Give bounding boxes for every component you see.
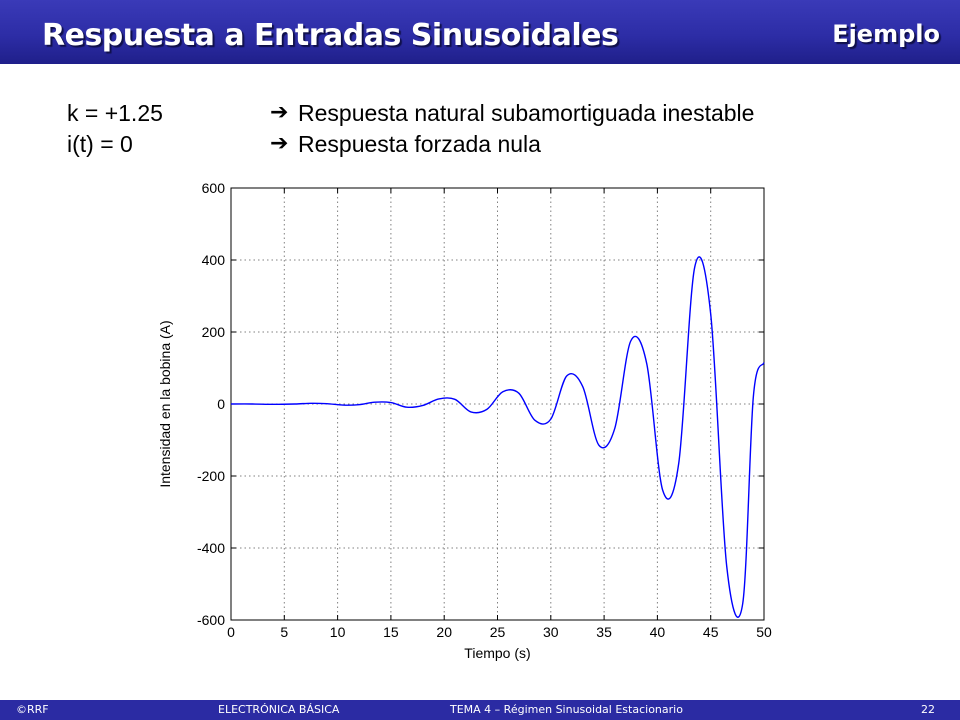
footer-page-number: 22	[921, 703, 935, 716]
x-tick-label: 35	[596, 624, 612, 640]
y-tick-label: 400	[202, 252, 226, 268]
slide-footer: ©RRF ELECTRÓNICA BÁSICA TEMA 4 – Régimen…	[0, 700, 960, 720]
x-tick-label: 0	[227, 624, 235, 640]
series-line	[230, 256, 765, 618]
slide-header: Respuesta a Entradas Sinusoidales Ejempl…	[0, 0, 960, 64]
x-tick-label: 5	[280, 624, 288, 640]
y-axis-label: Intensidad en la bobina (A)	[157, 320, 173, 487]
x-tick-label: 10	[330, 624, 346, 640]
y-tick-label: 0	[217, 396, 225, 412]
slide-title: Respuesta a Entradas Sinusoidales	[42, 18, 619, 53]
y-tick-label: 200	[202, 324, 226, 340]
x-tick-label: 45	[703, 624, 719, 640]
arrow-right-icon: ➔	[270, 131, 289, 156]
y-tick-label: 600	[202, 180, 226, 196]
y-tick-label: -400	[197, 540, 225, 556]
x-tick-label: 30	[543, 624, 559, 640]
i-value-text: i(t) = 0	[67, 131, 133, 157]
response-chart: 0 5 10 15 20 25 30 35 40 45 50 600 400 200 0 -200 -400 -6…	[157, 180, 772, 661]
k-value-text: k = +1.25	[67, 100, 163, 126]
natural-response-text: Respuesta natural subamortiguada inestab…	[298, 100, 755, 126]
footer-topic: TEMA 4 – Régimen Sinusoidal Estacionario	[450, 703, 683, 716]
y-tick-label: -600	[197, 612, 225, 628]
footer-copyright: ©RRF	[16, 703, 49, 716]
slide-tag: Ejemplo	[832, 20, 940, 48]
forced-response-text: Respuesta forzada nula	[298, 131, 541, 157]
x-tick-label: 40	[650, 624, 666, 640]
x-tick-label: 20	[436, 624, 452, 640]
footer-course: ELECTRÓNICA BÁSICA	[218, 703, 340, 716]
arrow-right-icon: ➔	[270, 100, 289, 125]
x-tick-label: 15	[383, 624, 399, 640]
chart-ticks: 0 5 10 15 20 25 30 35 40 45 50 600 400 200 0 -200 -400 -6…	[197, 180, 772, 640]
y-tick-label: -200	[197, 468, 225, 484]
x-tick-label: 50	[756, 624, 772, 640]
x-axis-label: Tiempo (s)	[464, 645, 530, 661]
x-tick-label: 25	[490, 624, 506, 640]
